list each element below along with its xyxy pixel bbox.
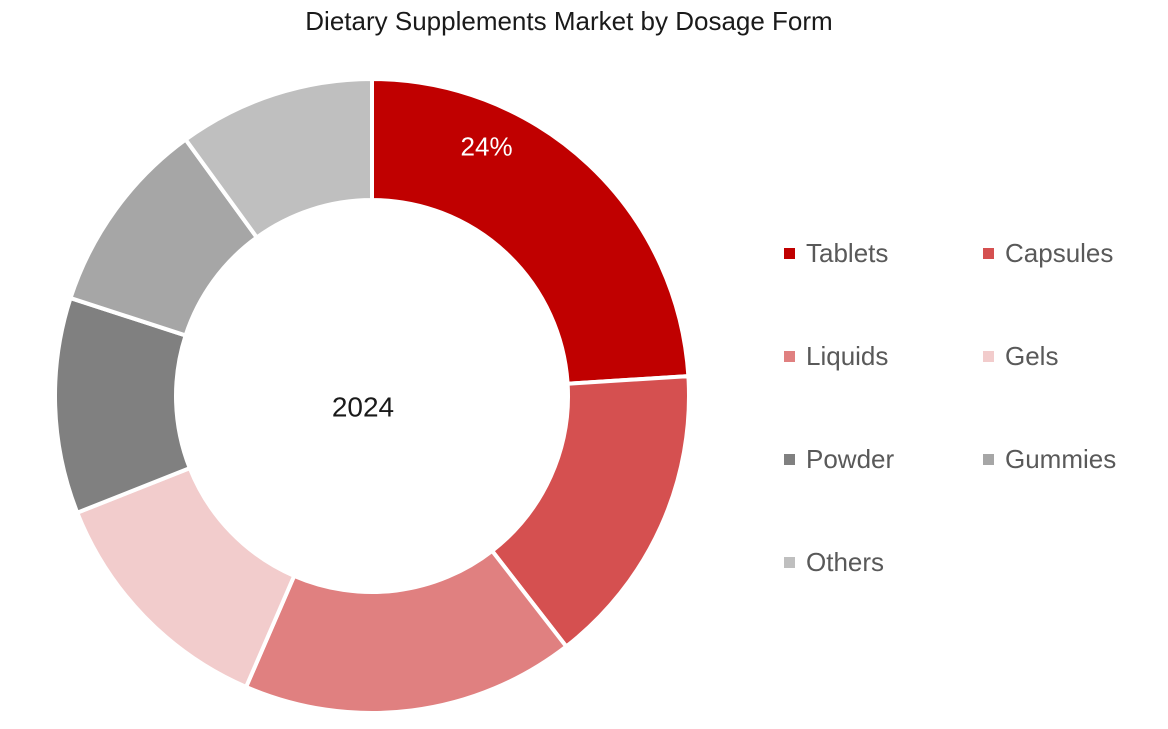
legend-item-others: Others <box>784 542 884 582</box>
center-year-label: 2024 <box>332 391 394 422</box>
chart-title: Dietary Supplements Market by Dosage For… <box>305 6 833 36</box>
legend-label: Powder <box>806 443 895 474</box>
legend-item-gels: Gels <box>983 336 1058 376</box>
legend-swatch <box>983 247 994 259</box>
slice-tablets <box>370 76 691 386</box>
legend-label: Tablets <box>806 237 889 268</box>
legend-swatch <box>784 556 795 568</box>
legend-swatch <box>784 453 795 465</box>
donut-slices <box>53 76 691 715</box>
legend-swatch <box>983 350 994 362</box>
legend-item-liquids: Liquids <box>784 336 888 376</box>
slice-labels: 24% <box>461 132 513 162</box>
legend-label: Gummies <box>1005 443 1117 474</box>
slice-liquids <box>243 548 570 715</box>
slice-label-tablets: 24% <box>461 132 513 162</box>
legend-item-tablets: Tablets <box>784 233 888 273</box>
legend-label: Capsules <box>1005 237 1114 268</box>
legend-swatch <box>784 247 795 259</box>
donut-chart: 24% 2024 <box>53 76 691 715</box>
legend-label: Liquids <box>806 340 889 371</box>
legend-label: Others <box>806 546 885 577</box>
legend-swatch <box>983 453 994 465</box>
legend-item-capsules: Capsules <box>983 233 1113 273</box>
legend-item-gummies: Gummies <box>983 439 1116 479</box>
legend-item-powder: Powder <box>784 439 894 479</box>
legend-swatch <box>784 350 795 362</box>
legend-label: Gels <box>1005 340 1059 371</box>
slice-others <box>182 76 374 241</box>
